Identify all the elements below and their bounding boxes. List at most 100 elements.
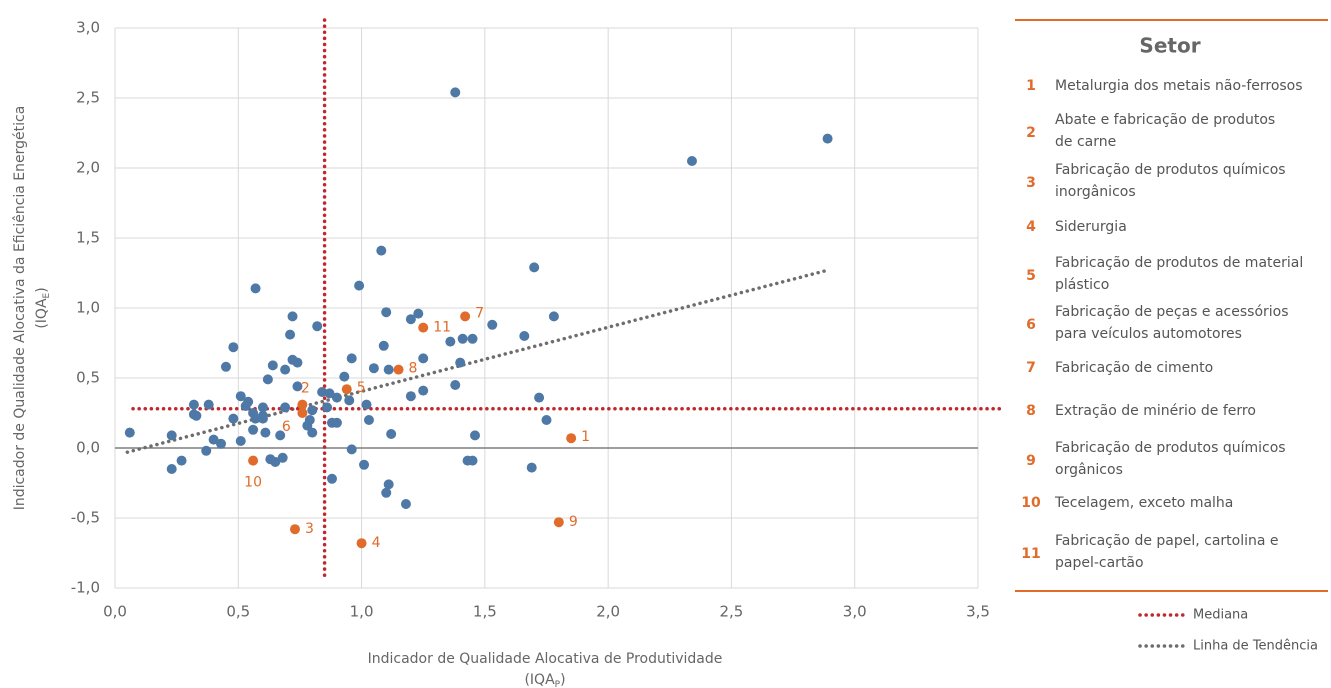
point (354, 280, 365, 291)
y-axis-symbol: (IQA (34, 298, 50, 329)
legend-label: Fabricação de papel, cartolina e (1055, 533, 1279, 549)
point (220, 361, 231, 372)
point (381, 487, 392, 498)
point (467, 333, 478, 344)
point-label: 7 (475, 305, 484, 321)
point (243, 396, 254, 407)
point (361, 399, 372, 410)
y-tick-label: 2,0 (76, 159, 100, 177)
point (553, 517, 564, 528)
point (260, 427, 271, 438)
point (386, 429, 397, 439)
point (359, 459, 370, 470)
legend-title: Setor (1139, 34, 1200, 58)
point (292, 381, 303, 392)
x-axis-label: (IQAP) (524, 672, 565, 688)
point (257, 410, 268, 421)
y-tick-label: 3,0 (76, 19, 100, 37)
point (248, 424, 259, 435)
trend-line (125, 268, 830, 454)
point (413, 308, 424, 319)
point (203, 399, 214, 410)
x-tick-label: 0,5 (226, 603, 250, 621)
point (248, 455, 259, 466)
point (270, 457, 281, 467)
legend-label: Fabricação de produtos químicos (1055, 440, 1286, 456)
legend-label: inorgânicos (1055, 184, 1136, 200)
point (368, 363, 379, 374)
point (405, 314, 416, 325)
legend-number: 5 (1026, 268, 1036, 284)
x-tick-label: 1,0 (350, 603, 374, 621)
x-tick-label: 2,0 (596, 603, 620, 621)
legend-number: 1 (1026, 78, 1036, 94)
point-label: 11 (433, 320, 451, 336)
point (262, 374, 273, 385)
y-axis-subscript: E (42, 292, 52, 298)
legend-label: papel-cartão (1055, 555, 1144, 571)
point (228, 342, 239, 353)
point (418, 353, 429, 364)
legend-label: Fabricação de produtos de material (1055, 255, 1303, 271)
point-label: 9 (569, 514, 578, 530)
point-label: 4 (372, 535, 381, 551)
legend-label: Fabricação de produtos químicos (1055, 162, 1286, 178)
x-axis-close: ) (560, 672, 565, 688)
point-label: 1 (581, 429, 590, 445)
point-label: 5 (357, 380, 366, 396)
point (322, 402, 333, 413)
point (346, 444, 357, 455)
point (469, 430, 480, 441)
point-label: 8 (409, 361, 418, 377)
x-axis-subscript: P (555, 680, 561, 688)
point (450, 87, 461, 98)
point (467, 455, 478, 466)
legend-label: Tecelagem, exceto malha (1054, 495, 1233, 511)
point (383, 479, 394, 490)
point (287, 311, 298, 322)
point (191, 410, 202, 421)
point (534, 392, 545, 403)
y-axis-close: ) (34, 287, 50, 292)
point (487, 319, 498, 330)
legend-label: Metalurgia dos metais não-ferrosos (1055, 78, 1303, 94)
point (400, 499, 411, 509)
legend-label: Linha de Tendência (1193, 639, 1318, 654)
point (292, 357, 303, 368)
point (280, 364, 291, 375)
legend-number: 10 (1021, 495, 1041, 511)
point (378, 340, 389, 351)
point (450, 380, 461, 390)
point (529, 262, 540, 273)
point (541, 415, 552, 425)
point (344, 395, 355, 406)
point (317, 387, 328, 397)
point (526, 462, 537, 473)
legend-number: 2 (1026, 125, 1036, 141)
point (519, 331, 530, 341)
point (339, 371, 350, 382)
point (455, 357, 466, 368)
point (686, 156, 697, 166)
legend-number: 7 (1026, 360, 1036, 376)
legend-label: Abate e fabricação de produtos (1055, 112, 1275, 128)
point (289, 524, 300, 535)
point (341, 384, 352, 395)
y-tick-label: -1,0 (71, 579, 100, 597)
point (312, 321, 323, 332)
legend-number: 6 (1026, 317, 1036, 333)
x-tick-label: 0,0 (103, 603, 127, 621)
point (208, 434, 219, 445)
point (235, 391, 246, 402)
y-tick-label: 1,5 (76, 229, 100, 247)
point (307, 405, 318, 416)
legend-label: plástico (1055, 277, 1109, 293)
y-tick-label: 0,0 (76, 439, 100, 457)
point (250, 283, 261, 294)
legend-number: 4 (1026, 219, 1036, 235)
point (346, 353, 357, 364)
point (297, 408, 308, 418)
point (822, 133, 833, 144)
point-label: 2 (301, 381, 310, 397)
